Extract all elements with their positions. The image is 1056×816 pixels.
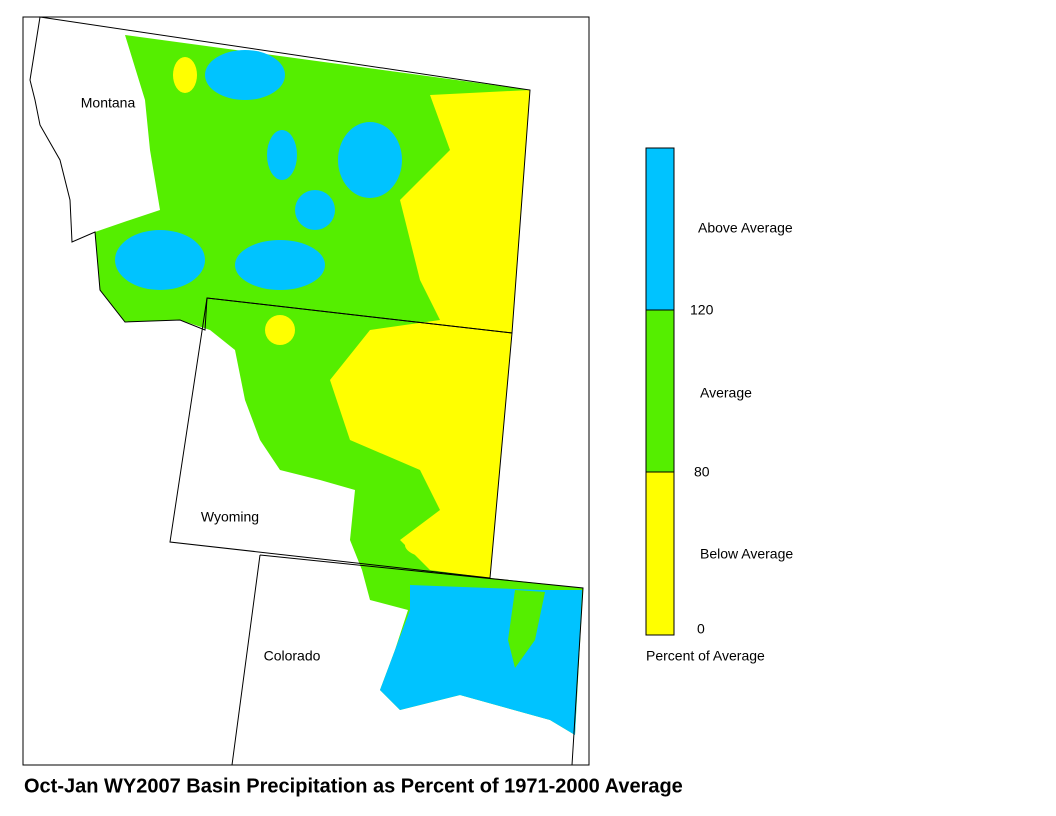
legend-swatch xyxy=(645,147,675,311)
legend-label: Below Average xyxy=(700,546,793,562)
above-average-patch xyxy=(235,240,325,290)
map-title: Oct-Jan WY2007 Basin Precipitation as Pe… xyxy=(24,775,683,797)
average-stripe xyxy=(508,590,545,668)
legend: Above Average Average Below Average 120 … xyxy=(645,147,793,664)
state-borders xyxy=(29,16,584,766)
basin-map xyxy=(95,35,583,735)
legend-swatch xyxy=(645,309,675,473)
legend-swatch xyxy=(645,471,675,636)
state-label: Montana xyxy=(81,95,136,111)
below-average-region xyxy=(330,90,530,578)
above-average-patch xyxy=(115,230,205,290)
below-average-patch xyxy=(405,531,475,559)
above-average-patch xyxy=(205,50,285,100)
legend-label: Above Average xyxy=(698,220,793,236)
colorado-border xyxy=(231,554,584,766)
legend-tick: 0 xyxy=(697,621,705,637)
below-average-patch xyxy=(265,315,295,345)
legend-label: Average xyxy=(700,385,752,401)
below-average-patch xyxy=(173,57,197,93)
state-label: Colorado xyxy=(264,648,321,664)
legend-caption: Percent of Average xyxy=(646,648,765,664)
above-average-patch xyxy=(338,122,402,198)
above-average-patch xyxy=(295,190,335,230)
state-label: Wyoming xyxy=(201,509,259,525)
legend-tick: 120 xyxy=(690,302,714,318)
above-average-patch xyxy=(267,130,297,180)
legend-tick: 80 xyxy=(694,464,710,480)
